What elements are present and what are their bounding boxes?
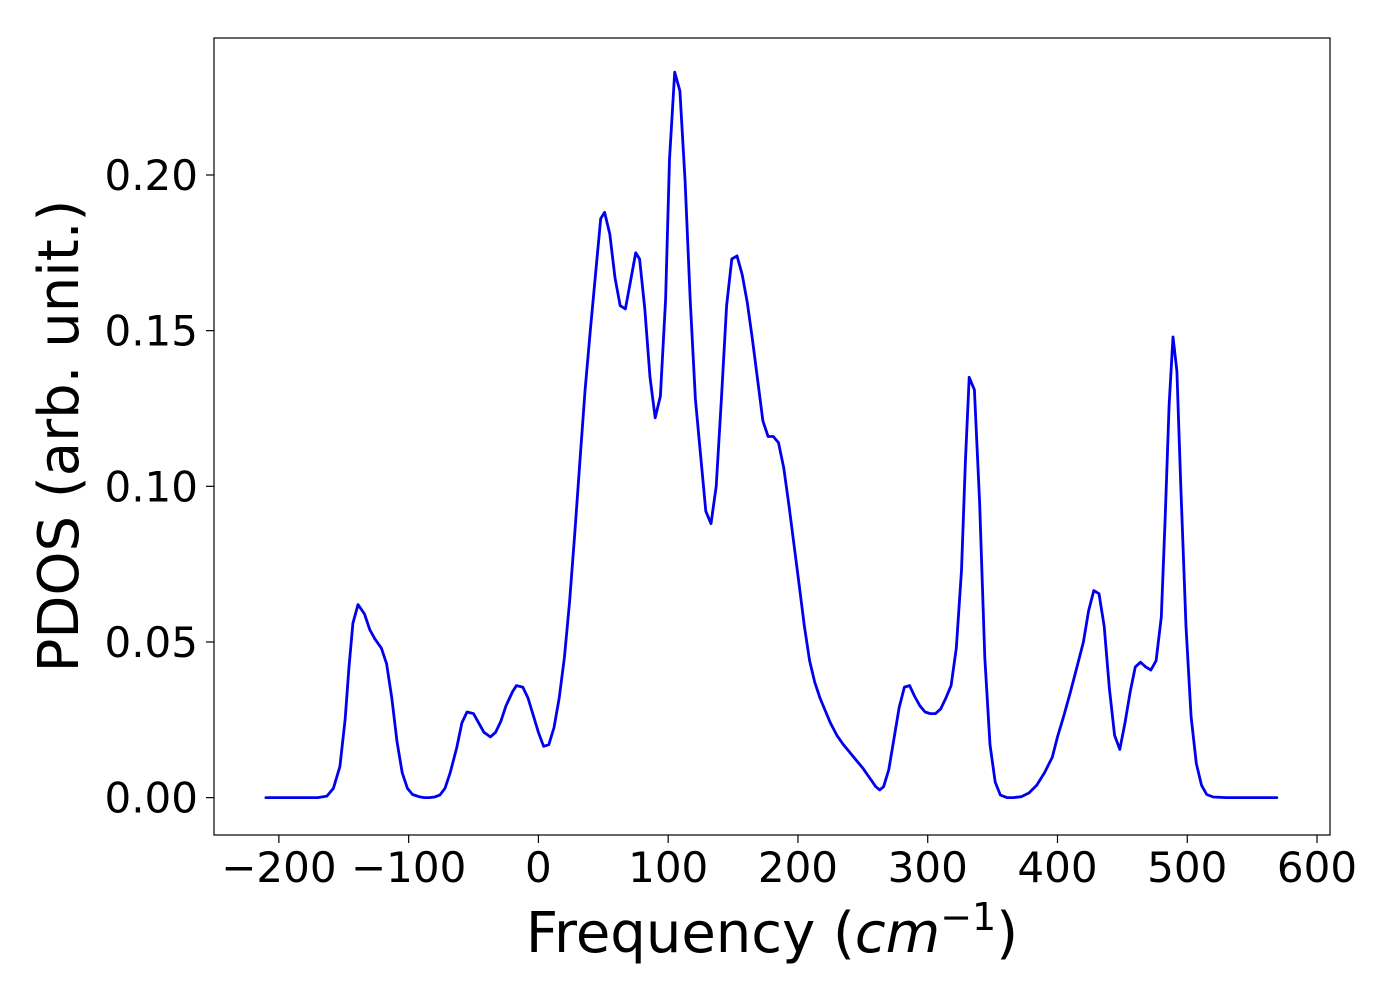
pdos-series-line xyxy=(264,70,1279,799)
y-tick-label: 0.15 xyxy=(104,307,198,356)
x-tick-label: 600 xyxy=(1277,843,1357,892)
x-tick-label: 100 xyxy=(628,843,708,892)
x-axis-label: Frequency (cm−1) xyxy=(526,895,1018,966)
y-axis-label: PDOS (arb. unit.) xyxy=(27,200,92,673)
x-tick-label: 400 xyxy=(1017,843,1097,892)
y-tick-label: 0.20 xyxy=(104,151,198,200)
x-tick-label: 200 xyxy=(758,843,838,892)
x-tick-label: 500 xyxy=(1147,843,1227,892)
y-tick-label: 0.00 xyxy=(104,774,198,823)
x-axis-ticks: −200 −100 0 100 200 300 400 500 600 xyxy=(221,835,1357,892)
x-tick-label: −100 xyxy=(351,843,466,892)
x-tick-label: −200 xyxy=(221,843,336,892)
y-tick-label: 0.05 xyxy=(104,618,198,667)
x-tick-label: 0 xyxy=(525,843,552,892)
y-tick-label: 0.10 xyxy=(104,462,198,511)
y-axis-ticks: 0.00 0.05 0.10 0.15 0.20 xyxy=(104,151,214,823)
x-tick-label: 300 xyxy=(888,843,968,892)
